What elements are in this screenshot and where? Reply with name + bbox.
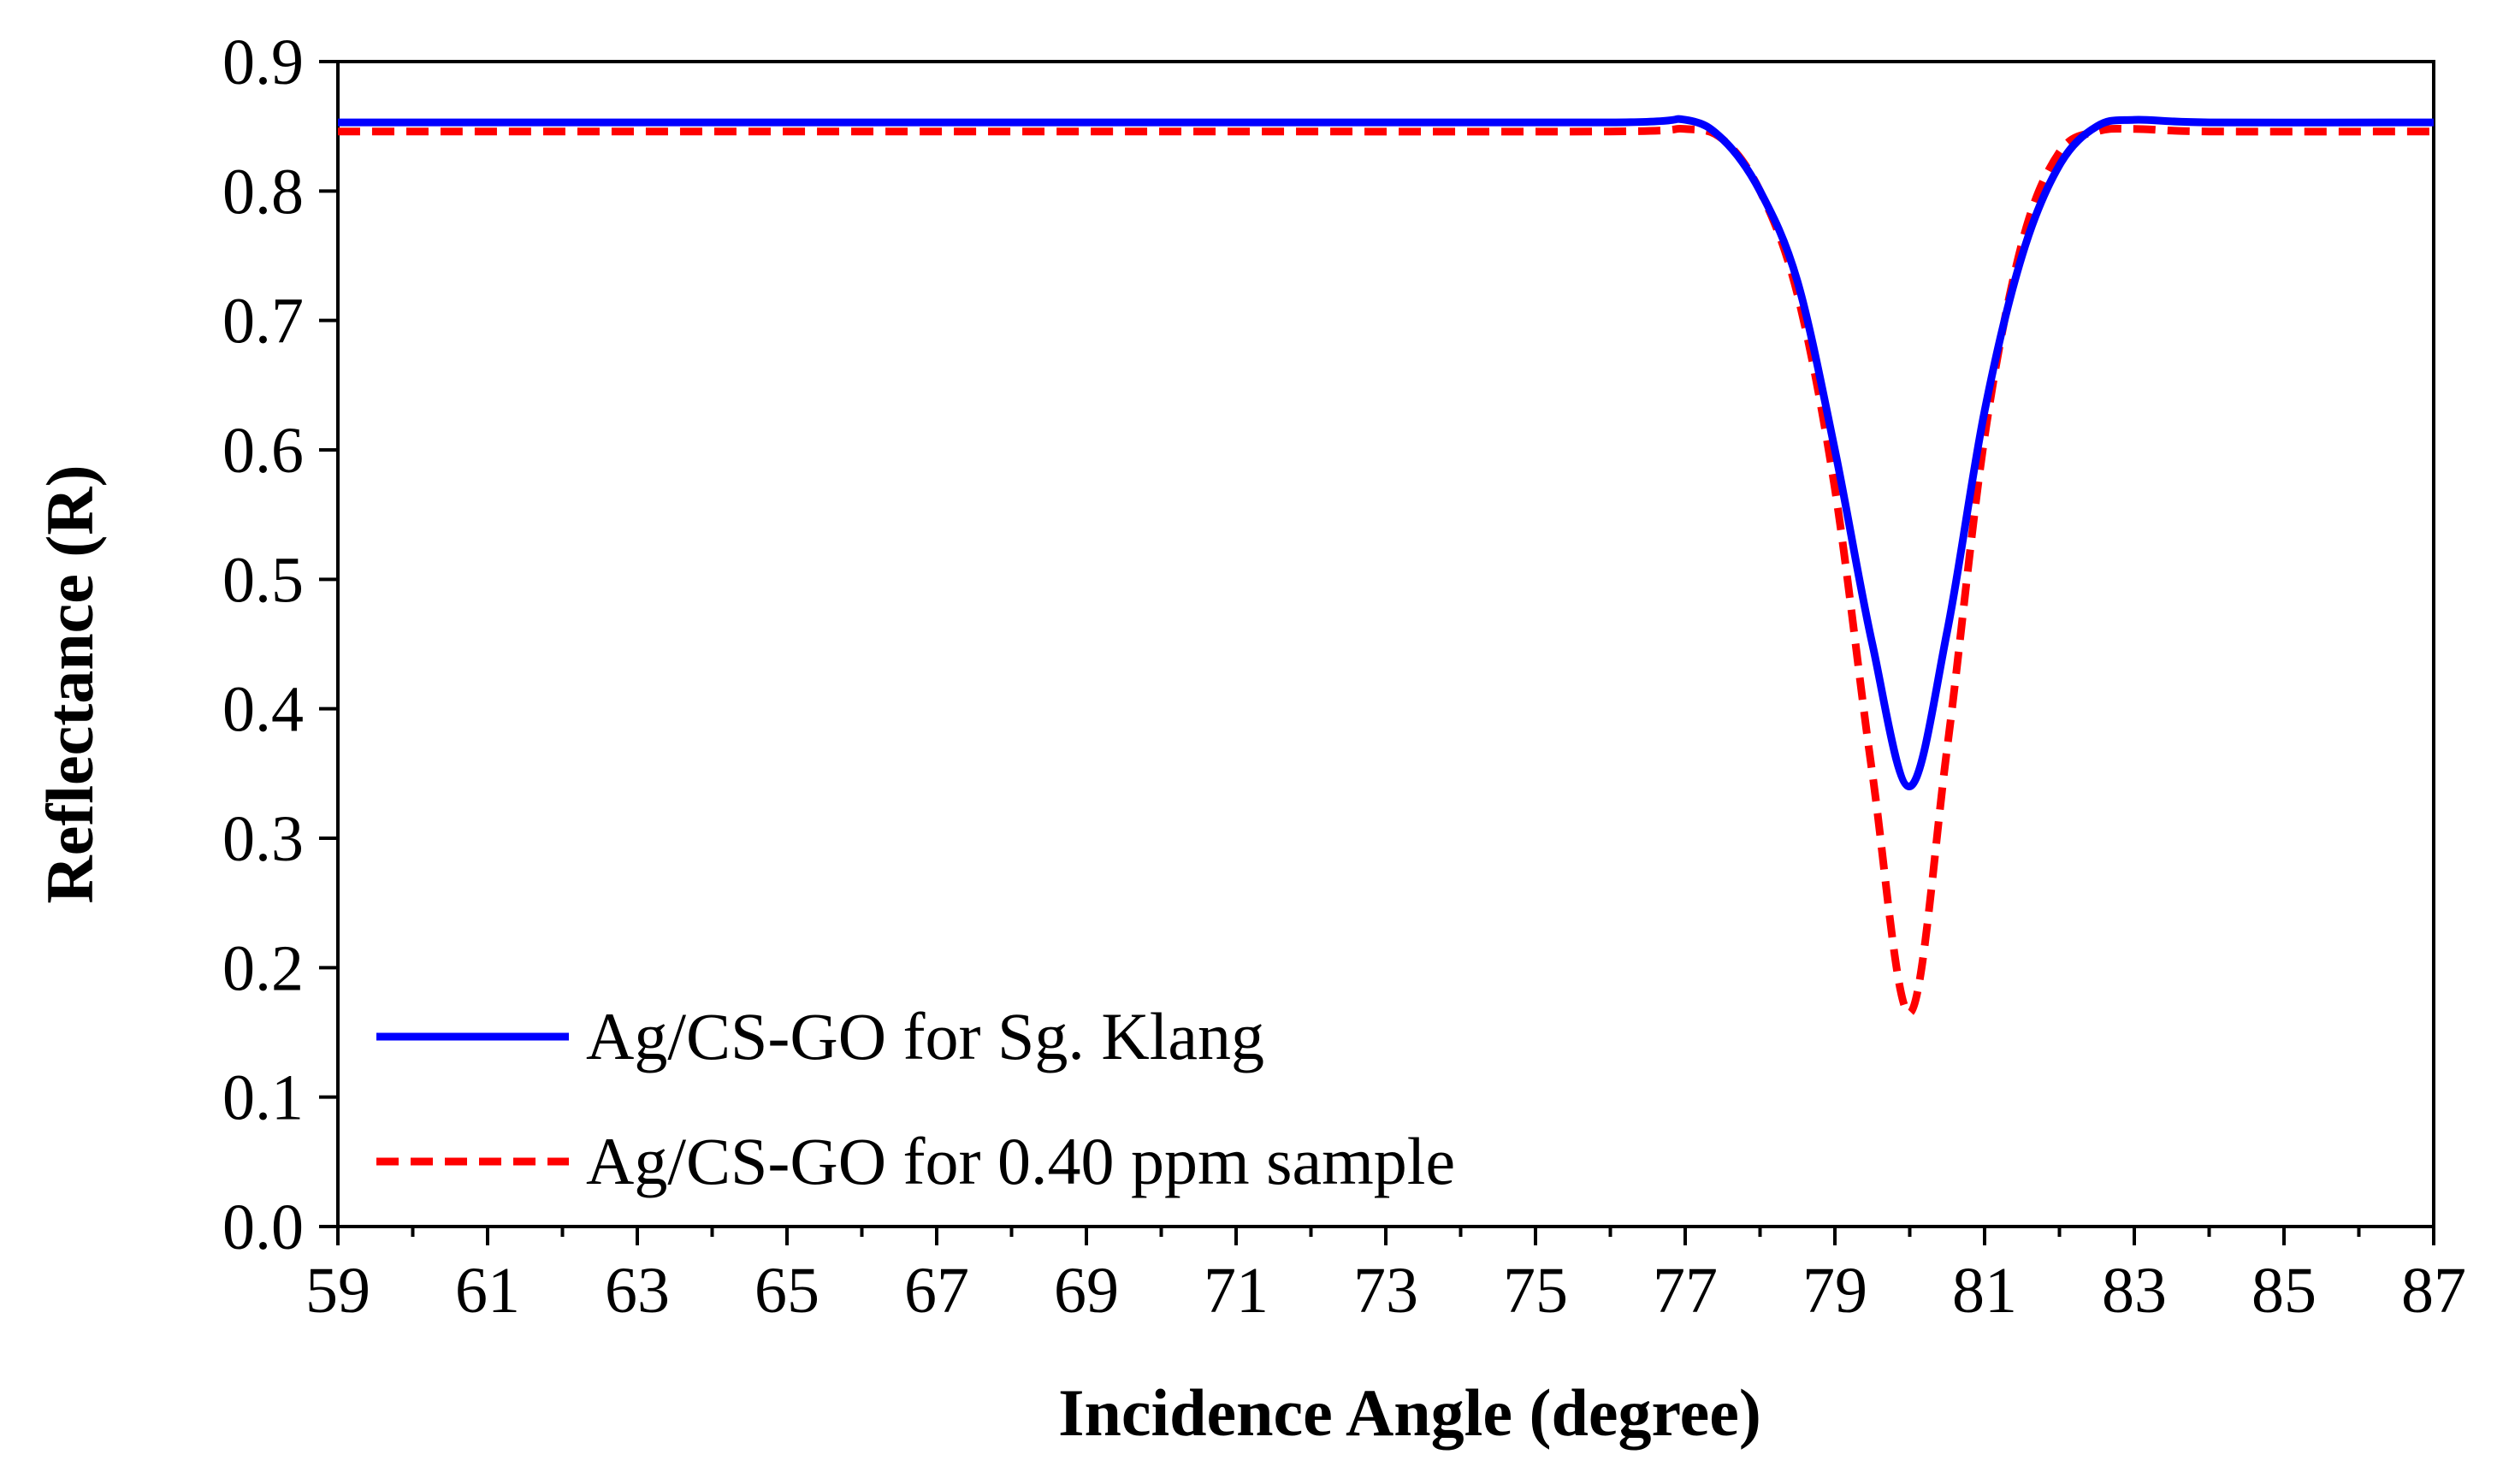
x-tick-label: 59 bbox=[305, 1255, 370, 1327]
series-layer bbox=[337, 115, 2435, 1017]
x-tick-label: 61 bbox=[455, 1255, 520, 1327]
series-line-klang bbox=[337, 115, 2435, 790]
x-tick-label: 77 bbox=[1653, 1255, 1718, 1327]
series-line-ppm-sample bbox=[338, 124, 2435, 1017]
x-tick-label: 63 bbox=[605, 1255, 670, 1327]
x-tick-label: 87 bbox=[2401, 1255, 2466, 1327]
y-axis-title: Reflectance (R) bbox=[33, 464, 107, 903]
y-tick-label: 0.1 bbox=[222, 1062, 304, 1134]
y-tick-label: 0.5 bbox=[222, 544, 304, 616]
legend: Ag/CS-GO for Sg. Klang Ag/CS-GO for 0.40… bbox=[376, 999, 1455, 1198]
y-tick-label: 0.2 bbox=[222, 932, 304, 1004]
x-tick-label: 67 bbox=[904, 1255, 969, 1327]
y-tick-label: 0.0 bbox=[222, 1191, 304, 1263]
x-axis-title: Incidence Angle (degree) bbox=[1058, 1375, 1761, 1450]
y-tick-label: 0.7 bbox=[222, 286, 304, 358]
x-tick-label: 69 bbox=[1054, 1255, 1119, 1327]
x-tick-label: 79 bbox=[1802, 1255, 1867, 1327]
x-tick-label: 71 bbox=[1204, 1255, 1269, 1327]
x-axis-ticks: 59 61 63 65 67 69 71 73 75 77 79 81 83 85 87 bbox=[305, 1227, 2466, 1327]
y-tick-label: 0.6 bbox=[222, 415, 304, 487]
legend-label-klang: Ag/CS-GO for Sg. Klang bbox=[586, 999, 1264, 1073]
y-tick-label: 0.4 bbox=[222, 674, 304, 746]
x-tick-label: 65 bbox=[754, 1255, 820, 1327]
y-tick-label: 0.9 bbox=[222, 27, 304, 98]
y-tick-label: 0.8 bbox=[222, 156, 304, 228]
legend-label-ppm-sample: Ag/CS-GO for 0.40 ppm sample bbox=[586, 1124, 1455, 1198]
x-tick-label: 73 bbox=[1353, 1255, 1418, 1327]
x-tick-label: 83 bbox=[2102, 1255, 2167, 1327]
y-axis-ticks: 0.0 0.1 0.2 0.3 0.4 0.5 0.6 0.7 0.8 0.9 bbox=[222, 27, 338, 1263]
x-tick-label: 81 bbox=[1952, 1255, 2017, 1327]
y-tick-label: 0.3 bbox=[222, 803, 304, 875]
x-tick-label: 85 bbox=[2251, 1255, 2317, 1327]
x-tick-label: 75 bbox=[1503, 1255, 1568, 1327]
